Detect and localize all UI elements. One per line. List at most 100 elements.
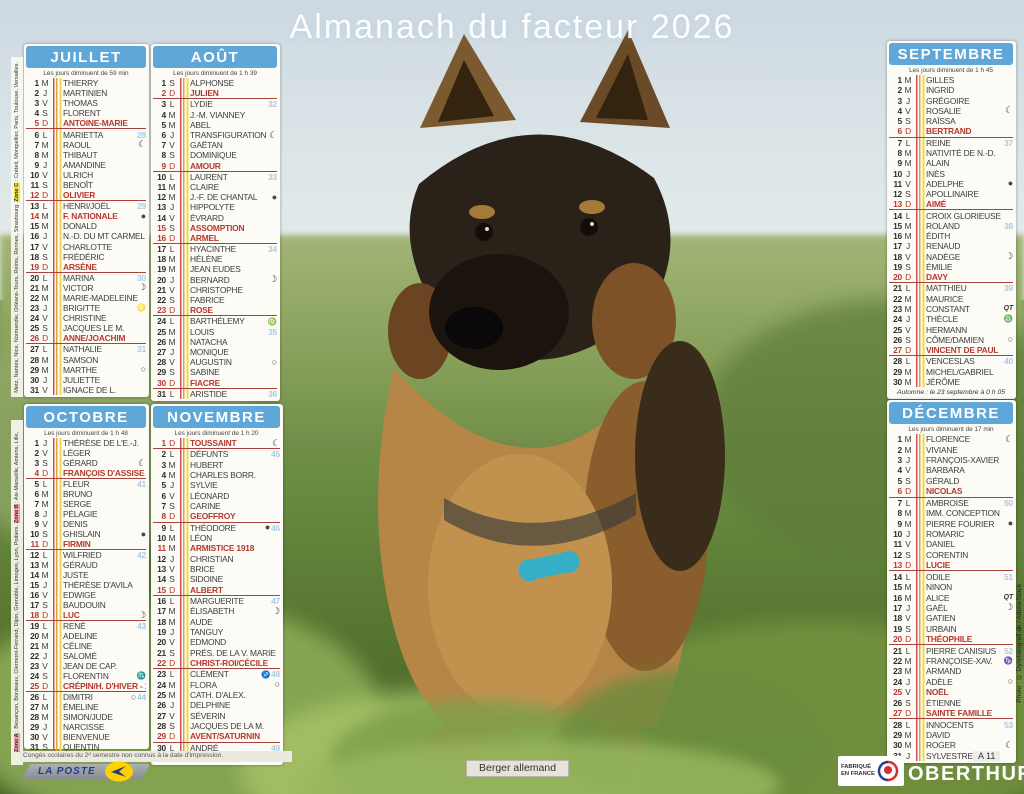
fabrique-en-france-badge: FABRIQUÉ EN FRANCE <box>838 756 904 786</box>
day-letter: M <box>904 231 912 242</box>
day-number: 5 <box>897 116 903 127</box>
saint-name: MARGUERITE <box>190 596 244 607</box>
day-letter: J <box>170 553 174 564</box>
day-number: 30 <box>157 377 166 388</box>
calendar-day-row: 18 M AUDE <box>153 617 280 627</box>
day-number: 15 <box>157 584 166 595</box>
calendar-month-aout: AOÛT Les jours diminuent de 1 h 39 1 S ALP… <box>151 44 280 401</box>
day-number: 27 <box>893 345 902 356</box>
day-letter: L <box>42 621 48 631</box>
day-number: 19 <box>157 627 166 638</box>
day-letter: M <box>904 740 912 751</box>
day-letter: M <box>904 303 912 314</box>
day-number: 6 <box>897 126 903 137</box>
season-note: Automne : le 23 septembre à 0 h 05 <box>896 389 1006 396</box>
day-letter: M <box>168 119 176 130</box>
calendar-day-row: 5 S GÉRALD <box>889 476 1013 486</box>
week-number: 45 <box>271 449 280 460</box>
day-number: 26 <box>30 333 39 344</box>
day-letter: S <box>905 697 911 708</box>
day-number: 13 <box>893 560 902 571</box>
day-letter: M <box>41 139 49 150</box>
day-letter: J <box>43 88 47 99</box>
calendar-day-row: 20 J BERNARD ☽ <box>153 275 277 285</box>
saint-name: THÉOPHILE <box>926 634 973 645</box>
saint-name: SAINTE FAMILLE <box>926 708 993 719</box>
saint-name: ROGER <box>926 740 956 751</box>
day-number: 25 <box>893 687 902 698</box>
week-number: 49 <box>271 742 280 753</box>
saint-name: LOUIS <box>190 326 215 337</box>
calendar-day-row: 26 S ÉTIENNE <box>889 698 1013 708</box>
saint-name: PÉLAGIE <box>63 509 98 519</box>
day-number: 14 <box>30 570 39 580</box>
calendar-day-row: 4 S FLORENT <box>26 108 146 118</box>
calendar-day-row: 12 J CHRISTIAN <box>153 554 280 564</box>
day-letter: M <box>168 181 176 192</box>
day-number: 24 <box>157 679 166 690</box>
saint-name: ABEL <box>190 119 211 130</box>
day-letter: M <box>168 679 176 690</box>
month-title: JUILLET <box>26 46 146 68</box>
day-number: 31 <box>157 388 166 399</box>
day-number: 1 <box>34 78 40 89</box>
calendar-day-row: 27 J MONIQUE <box>153 347 277 357</box>
calendar-day-row: 15 M NINON <box>889 582 1013 592</box>
day-number: 12 <box>30 190 39 201</box>
day-number: 29 <box>893 730 902 741</box>
calendar-day-row: 10 L LAURENT 33 <box>153 172 277 182</box>
calendar-day-row: 14 L ODILE 51 <box>889 571 1013 582</box>
calendar-day-row: 23 M CONSTANT QT <box>889 304 1013 314</box>
calendar-day-row: 24 J THÈCLE ♎ <box>889 314 1013 324</box>
day-letter: V <box>42 313 48 324</box>
calendar-day-row: 21 L MATTHIEU 39 <box>889 283 1013 293</box>
calendar-day-row: 25 V NOËL <box>889 687 1013 697</box>
saint-name: DIMITRI <box>63 692 93 702</box>
day-number: 17 <box>30 241 39 252</box>
calendar-day-row: 19 L RENÉ 43 <box>26 621 146 631</box>
day-number: 27 <box>157 710 166 721</box>
calendar-day-row: 8 M IMM. CONCEPTION <box>889 508 1013 518</box>
day-number: 2 <box>34 448 40 458</box>
day-letter: L <box>42 344 48 355</box>
waning-icon: ☾ <box>1005 105 1013 116</box>
day-letter: J <box>43 438 47 448</box>
day-number: 3 <box>34 98 40 109</box>
day-letter: S <box>169 501 175 512</box>
day-number: 17 <box>157 606 166 617</box>
day-number: 22 <box>157 658 166 669</box>
calendar-month-septembre: SEPTEMBRE Les jours diminuent de 1 h 45 … <box>887 41 1016 399</box>
saint-name: NOËL <box>926 687 949 698</box>
saint-name: MICHEL/GABRIEL <box>926 366 994 377</box>
calendar-day-row: 31 L ARISTIDE 36 <box>153 389 277 399</box>
day-number: 20 <box>893 634 902 645</box>
saint-name: SABINE <box>190 367 220 378</box>
day-letter: V <box>42 98 48 109</box>
saint-name: DELPHINE <box>190 700 231 711</box>
day-number: 18 <box>157 616 166 627</box>
calendar-day-row: 31 S QUENTIN <box>26 742 146 752</box>
calendar-day-row: 22 M FRANÇOISE-XAV. ♑ <box>889 656 1013 666</box>
calendar-day-row: 27 L NATHALIE 31 <box>26 344 146 354</box>
day-letter: S <box>905 475 911 486</box>
day-number: 13 <box>893 199 902 210</box>
day-number: 19 <box>893 623 902 634</box>
day-number: 27 <box>30 344 39 355</box>
saint-name: NICOLAS <box>926 486 963 497</box>
day-letter: S <box>169 574 175 585</box>
calendar-day-row: 11 V ADELPHE ● <box>889 179 1014 189</box>
day-letter: V <box>42 590 48 600</box>
month-title: OCTOBRE <box>26 406 146 428</box>
calendar-day-row: 24 L BARTHÉLEMY ♍ <box>153 316 277 326</box>
new-moon-icon: ● <box>140 528 146 539</box>
calendar-day-row: 4 D FRANÇOIS D'ASSISE <box>26 468 146 479</box>
day-letter: V <box>905 105 911 116</box>
calendar-day-row: 18 V NADÈGE ☽ <box>889 252 1013 262</box>
saint-name: BIENVENUE <box>63 732 110 742</box>
saint-name: VICTOR <box>63 282 94 293</box>
day-number: 5 <box>897 475 903 486</box>
calendar-day-row: 31 J SYLVESTRE <box>889 751 1013 761</box>
month-title: NOVEMBRE <box>153 406 280 428</box>
day-number: 5 <box>161 480 167 491</box>
